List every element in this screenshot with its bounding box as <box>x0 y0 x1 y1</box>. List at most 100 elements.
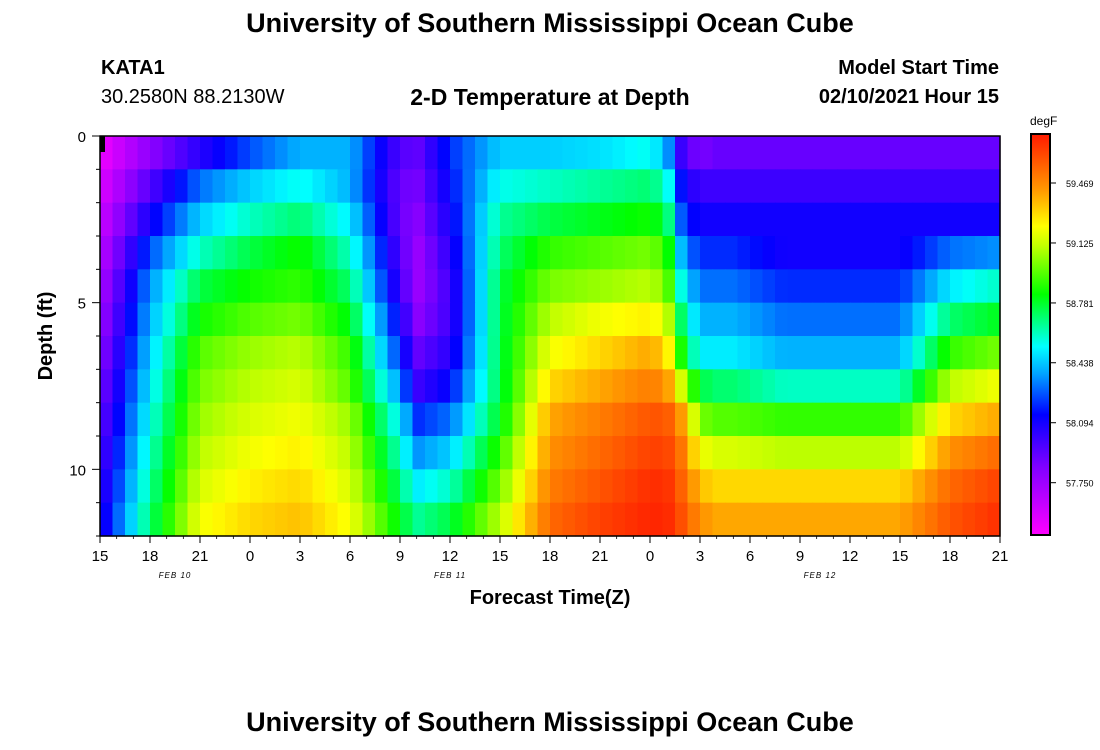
heatmap-cell <box>350 502 364 537</box>
heatmap-cell <box>837 336 851 370</box>
y-tick-label: 0 <box>78 129 86 146</box>
heatmap-cell <box>175 402 189 437</box>
heatmap-cell <box>137 402 151 437</box>
heatmap-cell <box>862 469 876 504</box>
heatmap-cell <box>675 202 689 237</box>
heatmap-cell <box>575 169 589 204</box>
heatmap-cell <box>725 202 739 237</box>
heatmap-cell <box>225 169 239 204</box>
heatmap-cell <box>387 502 401 537</box>
heatmap-cell <box>300 369 314 404</box>
heatmap-cell <box>712 136 726 170</box>
heatmap-cell <box>987 302 1001 337</box>
heatmap-cell <box>275 502 289 537</box>
heatmap-cell <box>162 236 176 270</box>
heatmap-cell <box>562 269 576 304</box>
heatmap-cell <box>112 369 126 404</box>
heatmap-cell <box>537 202 551 237</box>
heatmap-cell <box>725 436 739 470</box>
heatmap-cell <box>662 169 676 204</box>
heatmap-cell <box>187 169 201 204</box>
heatmap-cell <box>537 302 551 337</box>
heatmap-cell <box>725 469 739 504</box>
heatmap-cell <box>862 169 876 204</box>
heatmap-cell <box>187 369 201 404</box>
heatmap-cell <box>487 336 501 370</box>
heatmap-cell <box>512 236 526 270</box>
heatmap-cell <box>337 269 351 304</box>
heatmap-cell <box>887 402 901 437</box>
heatmap-cell <box>500 369 514 404</box>
heatmap-cell <box>587 302 601 337</box>
heatmap-cell <box>262 436 276 470</box>
heatmap-cell <box>450 202 464 237</box>
heatmap-cell <box>862 336 876 370</box>
heatmap-cell <box>612 136 626 170</box>
heatmap-cell <box>312 236 326 270</box>
heatmap-cell <box>125 136 139 170</box>
heatmap-cell <box>250 269 264 304</box>
heatmap-cell <box>475 436 489 470</box>
heatmap-cell <box>650 402 664 437</box>
heatmap-cell <box>775 502 789 537</box>
heatmap-cell <box>550 136 564 170</box>
heatmap-cell <box>175 436 189 470</box>
heatmap-cell <box>412 402 426 437</box>
heatmap-cell <box>625 402 639 437</box>
heatmap-cell <box>837 136 851 170</box>
heatmap-cell <box>912 336 926 370</box>
heatmap-cell <box>500 202 514 237</box>
heatmap-cell <box>225 136 239 170</box>
heatmap-cell <box>850 169 864 204</box>
heatmap-cell <box>275 169 289 204</box>
heatmap-cell <box>362 136 376 170</box>
heatmap-cell <box>837 469 851 504</box>
heatmap-cell <box>375 269 389 304</box>
heatmap-cell <box>450 402 464 437</box>
heatmap-cell <box>875 136 889 170</box>
heatmap-cell <box>550 336 564 370</box>
heatmap-cell <box>600 402 614 437</box>
heatmap-cell <box>487 136 501 170</box>
heatmap-cell <box>362 502 376 537</box>
heatmap-cell <box>587 336 601 370</box>
heatmap-cell <box>312 436 326 470</box>
heatmap-cell <box>750 202 764 237</box>
heatmap-cell <box>812 402 826 437</box>
heatmap-cell <box>137 202 151 237</box>
heatmap-cell <box>125 169 139 204</box>
heatmap-cell <box>262 236 276 270</box>
heatmap-cell <box>375 236 389 270</box>
heatmap-cell <box>300 302 314 337</box>
heatmap-cell <box>887 369 901 404</box>
heatmap-cell <box>875 336 889 370</box>
heatmap-cell <box>212 469 226 504</box>
heatmap-cell <box>437 469 451 504</box>
heatmap-cell <box>987 136 1001 170</box>
heatmap-cell <box>425 302 439 337</box>
heatmap-cell <box>587 202 601 237</box>
heatmap-cell <box>150 369 164 404</box>
heatmap-cell <box>287 269 301 304</box>
heatmap-cell <box>112 236 126 270</box>
heatmap-cell <box>750 369 764 404</box>
heatmap-cell <box>500 269 514 304</box>
heatmap-cell <box>450 169 464 204</box>
heatmap-cell <box>787 169 801 204</box>
heatmap-cell <box>100 302 114 337</box>
heatmap-cell <box>225 336 239 370</box>
heatmap-cell <box>525 436 539 470</box>
heatmap-cell <box>612 369 626 404</box>
heatmap-cell <box>600 136 614 170</box>
heatmap-cell <box>775 302 789 337</box>
heatmap-cell <box>212 369 226 404</box>
heatmap-cell <box>725 269 739 304</box>
heatmap-cell <box>850 136 864 170</box>
heatmap-cell <box>650 169 664 204</box>
heatmap-cell <box>400 469 414 504</box>
heatmap-cell <box>975 169 989 204</box>
heatmap-cell <box>762 502 776 537</box>
heatmap-cell <box>625 169 639 204</box>
heatmap-cell <box>250 502 264 537</box>
